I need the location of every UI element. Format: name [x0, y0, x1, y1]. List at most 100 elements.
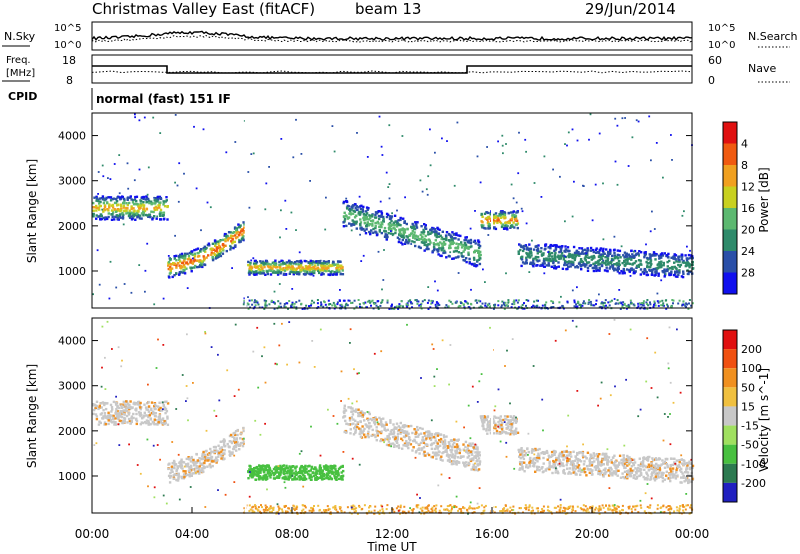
data-cell [516, 210, 519, 214]
data-cell [532, 248, 536, 251]
data-cell [293, 305, 296, 308]
data-cell [155, 200, 158, 203]
data-cell [623, 271, 626, 275]
data-cell [441, 459, 444, 462]
data-cell [368, 425, 371, 428]
power-colorbar-swatch-3 [723, 186, 737, 208]
data-cell [394, 231, 397, 235]
data-cell [469, 459, 473, 463]
data-cell [642, 459, 645, 462]
data-cell [652, 305, 655, 308]
data-cell [110, 218, 114, 221]
data-cell [498, 432, 501, 435]
data-cell [272, 467, 276, 471]
data-cell [273, 307, 276, 310]
data-cell [465, 257, 468, 260]
data-cell [573, 305, 576, 308]
data-cell [595, 303, 597, 306]
data-cell [125, 409, 129, 413]
data-cell [574, 459, 577, 462]
data-cell [107, 177, 109, 179]
data-cell [154, 412, 158, 415]
data-cell [378, 115, 381, 118]
data-cell [534, 448, 537, 452]
data-cell [405, 434, 408, 437]
data-cell [527, 299, 530, 302]
data-cell [312, 260, 315, 263]
data-cell [178, 260, 182, 263]
data-cell [402, 232, 405, 235]
data-cell [447, 254, 451, 258]
date-label: 29/Jun/2014 [585, 0, 676, 18]
data-cell [441, 245, 444, 248]
data-cell [321, 262, 324, 265]
data-cell [152, 210, 155, 214]
data-cell [599, 305, 602, 308]
data-cell [686, 474, 690, 477]
data-cell [584, 302, 587, 305]
data-cell [521, 246, 525, 249]
data-cell [613, 298, 616, 300]
data-cell [137, 205, 140, 208]
data-cell [405, 238, 408, 242]
data-cell [687, 461, 690, 465]
data-cell [318, 467, 321, 470]
data-cell [98, 197, 102, 200]
data-cell [505, 143, 507, 145]
data-cell [295, 477, 299, 481]
data-cell [459, 449, 462, 452]
data-cell [424, 454, 427, 457]
data-cell [589, 300, 592, 303]
data-cell [590, 304, 593, 307]
data-cell [562, 454, 565, 457]
data-cell [355, 222, 358, 225]
data-cell [537, 452, 540, 455]
data-cell [325, 476, 328, 480]
data-cell [324, 264, 327, 268]
data-cell [92, 206, 95, 209]
data-cell [599, 253, 602, 256]
data-cell [288, 260, 291, 263]
data-cell [406, 306, 409, 309]
data-cell [157, 408, 161, 411]
data-cell [391, 212, 393, 215]
data-cell [487, 217, 490, 220]
data-cell [684, 477, 688, 481]
data-cell [459, 234, 462, 238]
data-cell [568, 249, 571, 253]
data-cell [277, 300, 280, 303]
data-cell [264, 262, 267, 265]
data-cell [209, 206, 212, 209]
data-cell [380, 145, 383, 148]
data-cell [340, 303, 343, 306]
data-cell [351, 413, 355, 416]
data-cell [400, 300, 403, 303]
data-cell [669, 273, 673, 276]
data-cell [494, 227, 498, 231]
data-cell [672, 457, 676, 460]
data-cell [182, 473, 186, 476]
data-cell [106, 416, 109, 419]
data-cell [607, 474, 611, 477]
power-ytick-1: 2000 [58, 220, 86, 233]
data-cell [388, 124, 391, 127]
data-cell [401, 447, 404, 450]
data-cell [656, 300, 659, 303]
data-cell [156, 215, 159, 218]
data-cell [476, 259, 479, 262]
data-cell [653, 470, 656, 473]
data-cell [678, 469, 682, 472]
data-cell [343, 404, 346, 407]
data-cell [428, 432, 432, 435]
data-cell [676, 275, 679, 278]
data-cell [477, 258, 481, 261]
data-cell [185, 457, 188, 461]
data-cell [569, 472, 573, 475]
data-cell [476, 301, 479, 304]
data-cell [394, 229, 397, 232]
data-cell [152, 410, 155, 413]
data-cell [242, 440, 246, 443]
data-cell [365, 210, 368, 213]
data-cell [404, 196, 406, 199]
